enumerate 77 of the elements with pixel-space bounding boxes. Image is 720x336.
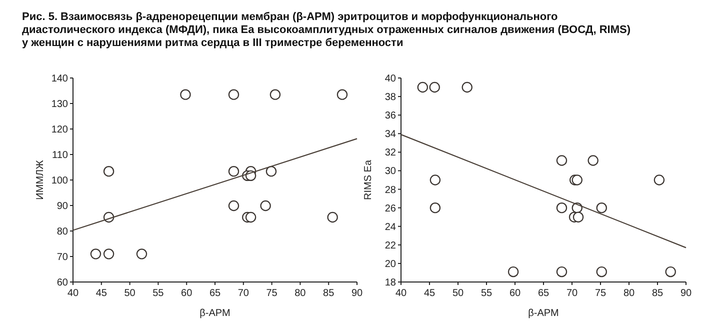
point — [270, 89, 281, 100]
point — [266, 166, 277, 177]
y-tick-label: 28 — [384, 184, 396, 196]
point — [588, 155, 598, 166]
x-tick-label: 50 — [124, 288, 136, 299]
y-tick-label: 18 — [384, 278, 396, 288]
point — [90, 248, 102, 260]
point — [462, 82, 472, 93]
y-tick-label: 90 — [56, 201, 68, 212]
point — [260, 200, 271, 212]
point — [508, 266, 519, 278]
x-tick-label: 90 — [680, 288, 692, 299]
y-tick-label: 34 — [384, 129, 396, 140]
y-tick-label: 22 — [384, 240, 396, 252]
point — [556, 155, 568, 166]
x-tick-label: 55 — [152, 288, 164, 299]
y-tick-label: 140 — [51, 74, 68, 84]
point — [228, 166, 240, 177]
y-tick-label: 38 — [384, 92, 396, 104]
x-tick-label: 75 — [266, 288, 278, 299]
point — [103, 248, 114, 260]
x-tick-label: 80 — [294, 288, 306, 299]
chart-title: Рис. 5. Взаимосвязь β-адренорецепции мембран (β-АРМ) эритроцитов и морфофункционального диастолического индекса (МФДИ), пика Ea высокоамплитудных отраженных сигналов движения (ВОСД, RIMS) у женщин с нарушениями ритма сердца в III триместре беременности — [22, 11, 631, 49]
point — [336, 89, 348, 100]
x-tick-label: 60 — [509, 288, 521, 299]
x-tick-label: 70 — [566, 288, 578, 299]
y-tick-label: 32 — [384, 148, 396, 159]
x-tick-label: 85 — [323, 288, 335, 299]
x-tick-label: 40 — [395, 288, 407, 299]
y-tick-label: 120 — [51, 124, 68, 136]
y-tick-label: 20 — [384, 258, 396, 270]
y-tick-label: 100 — [51, 176, 68, 186]
point — [180, 89, 191, 100]
x-tick-label: 70 — [238, 288, 250, 299]
point — [430, 202, 441, 214]
point — [596, 202, 607, 214]
y-tick-label: 40 — [384, 74, 396, 84]
x-axis-title: β-АРМ — [200, 308, 230, 319]
x-tick-label: 75 — [594, 288, 606, 299]
point — [596, 266, 607, 278]
y-axis-title: RIMS Ea — [363, 160, 374, 200]
point — [103, 166, 114, 177]
point — [572, 212, 584, 222]
y-axis-title: ИММЛЖ — [35, 159, 46, 200]
point — [556, 202, 568, 214]
x-tick-label: 60 — [181, 288, 193, 299]
point — [429, 82, 440, 93]
x-tick-label: 90 — [351, 288, 363, 299]
y-tick-label: 30 — [384, 166, 396, 178]
x-tick-label: 85 — [652, 288, 664, 299]
y-tick-label: 36 — [384, 110, 396, 122]
point — [136, 248, 148, 260]
point — [430, 174, 441, 186]
x-tick-label: 50 — [452, 288, 464, 299]
point — [327, 212, 338, 223]
y-tick-label: 70 — [56, 252, 68, 263]
x-tick-label: 65 — [538, 288, 550, 299]
y-tick-label: 24 — [384, 222, 396, 233]
point — [228, 200, 240, 212]
point — [665, 266, 676, 278]
y-tick-label: 130 — [51, 99, 68, 110]
x-tick-label: 45 — [424, 288, 436, 299]
y-tick-label: 80 — [56, 226, 68, 238]
x-tick-label: 40 — [67, 288, 79, 299]
point — [228, 89, 240, 100]
x-tick-label: 80 — [623, 288, 635, 299]
point — [245, 212, 256, 223]
y-tick-label: 110 — [52, 150, 68, 161]
point — [654, 174, 665, 186]
x-tick-label: 45 — [96, 288, 108, 299]
y-tick-label: 60 — [56, 278, 68, 288]
x-tick-label: 65 — [209, 288, 221, 299]
x-axis-title: β-АРМ — [528, 308, 559, 319]
point — [556, 266, 568, 278]
x-tick-label: 55 — [480, 288, 492, 299]
y-tick-label: 26 — [384, 203, 396, 214]
point — [417, 82, 428, 93]
